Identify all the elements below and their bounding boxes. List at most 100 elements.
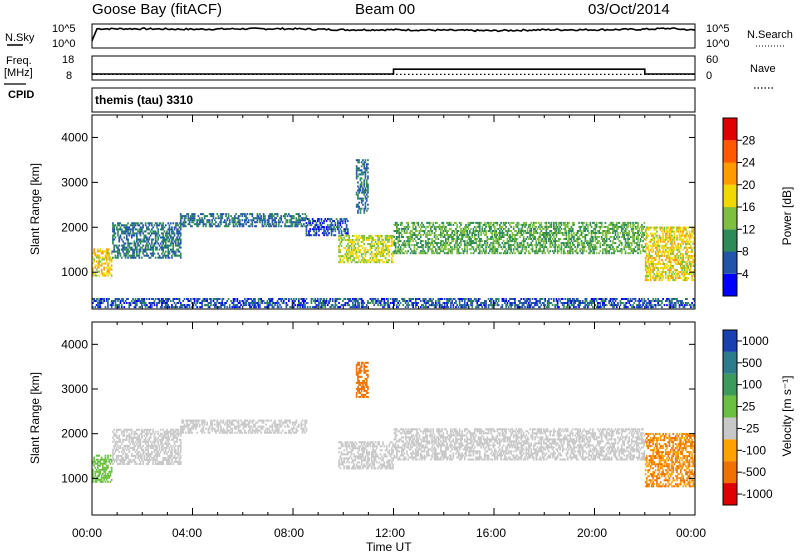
power-panel-cell — [324, 302, 327, 304]
nsearch-ytick-top: 10^5 — [706, 23, 730, 35]
power-panel-cell — [348, 300, 350, 302]
power-panel-cell — [593, 252, 595, 255]
power-panel-cell — [535, 230, 538, 232]
power-panel-cell — [458, 221, 461, 224]
power-panel-cell — [335, 218, 338, 221]
power-panel-cell — [581, 236, 584, 238]
power-panel-cell — [151, 304, 153, 307]
power-panel-cell — [132, 224, 134, 227]
power-panel-cell — [172, 244, 175, 247]
power-panel-cell — [580, 221, 583, 224]
power-panel-cell — [99, 298, 102, 300]
power-panel-cell — [652, 244, 654, 247]
power-panel-cell — [627, 244, 629, 247]
power-panel-cell — [485, 306, 487, 309]
power-panel-cell — [490, 232, 492, 234]
power-panel-cell — [682, 242, 685, 245]
power-panel-cell — [241, 215, 244, 218]
power-panel-cell — [148, 298, 151, 300]
power-panel-cell — [510, 302, 512, 304]
power-panel-cell — [544, 252, 546, 255]
power-panel-cell — [683, 279, 686, 282]
power-panel-cell — [370, 238, 373, 241]
power-panel-cell — [401, 227, 403, 230]
power-panel-cell — [433, 227, 436, 230]
power-panel-cell — [651, 271, 653, 274]
power-panel-cell — [490, 221, 492, 224]
power-panel-cell — [338, 236, 340, 239]
power-panel-cell — [607, 232, 609, 234]
power-panel-cell — [427, 306, 430, 309]
power-panel-cell — [646, 279, 648, 282]
power-panel-cell — [310, 224, 313, 227]
power-panel-cell — [284, 298, 286, 300]
power-panel-cell — [458, 238, 461, 240]
power-panel-cell — [103, 272, 105, 275]
power-panel-cell — [671, 277, 673, 280]
power-panel-cell — [398, 250, 401, 253]
power-panel-cell — [651, 238, 653, 241]
power-panel-cell — [414, 302, 417, 304]
power-panel-cell — [556, 250, 559, 253]
power-panel-cell — [365, 165, 368, 168]
power-panel-cell — [654, 246, 657, 249]
power-panel-cell — [634, 232, 637, 234]
power-panel-cell — [504, 300, 506, 302]
power-panel-cell — [686, 279, 688, 282]
power-panel-cell — [114, 298, 117, 300]
power-panel-cell — [363, 185, 366, 188]
power-panel-cell — [310, 300, 313, 302]
power-panel-cell — [504, 246, 506, 249]
power-panel-cell — [358, 207, 360, 210]
power-panel-cell — [107, 248, 109, 251]
power-panel-cell — [372, 300, 374, 302]
power-panel-cell — [349, 298, 352, 300]
power-panel-cell — [358, 169, 360, 172]
power-panel-cell — [502, 240, 505, 243]
power-panel-cell — [305, 222, 308, 225]
power-panel-cell — [197, 223, 200, 226]
power-panel-cell — [144, 302, 147, 304]
power-panel-cell — [473, 298, 476, 300]
power-panel-cell — [538, 240, 540, 243]
power-panel-cell — [109, 272, 112, 275]
power-panel-cell — [568, 232, 570, 234]
power-panel-cell — [360, 181, 363, 184]
power-panel-cell — [457, 250, 460, 253]
power-panel-cell — [568, 238, 570, 240]
power-panel-cell — [683, 236, 686, 239]
power-panel-cell — [521, 246, 524, 249]
power-panel-cell — [438, 242, 441, 245]
power-panel-cell — [115, 256, 118, 259]
power-panel-cell — [105, 266, 108, 269]
power-panel-cell — [599, 250, 602, 253]
power-panel-cell — [99, 300, 102, 302]
power-panel-cell — [477, 248, 480, 251]
power-panel-cell — [143, 298, 146, 300]
power-panel-cell — [432, 302, 435, 304]
power-panel-cell — [247, 219, 250, 222]
power-panel-cell — [662, 275, 664, 278]
power-panel-cell — [358, 197, 360, 200]
power-panel-cell — [231, 217, 234, 220]
power-panel-cell — [624, 240, 627, 243]
power-panel-cell — [637, 246, 639, 249]
power-panel-cell — [686, 232, 688, 235]
power-panel-cell — [201, 306, 203, 309]
power-panel-cell — [271, 306, 274, 309]
power-panel-cell — [158, 224, 161, 227]
power-panel-cell — [358, 161, 360, 164]
power-panel-cell — [168, 226, 171, 229]
power-panel-cell — [172, 250, 175, 253]
power-panel-cell — [393, 298, 396, 300]
power-panel-cell — [161, 246, 163, 249]
power-panel-cell — [285, 306, 288, 309]
power-panel-cell — [412, 250, 414, 253]
power-panel-cell — [360, 298, 363, 300]
power-panel-cell — [414, 250, 417, 253]
power-panel-cell — [478, 250, 481, 253]
power-panel-cell — [524, 223, 526, 226]
power-panel-cell — [446, 252, 448, 255]
power-panel-cell — [602, 248, 604, 251]
power-panel-cell — [599, 232, 602, 234]
